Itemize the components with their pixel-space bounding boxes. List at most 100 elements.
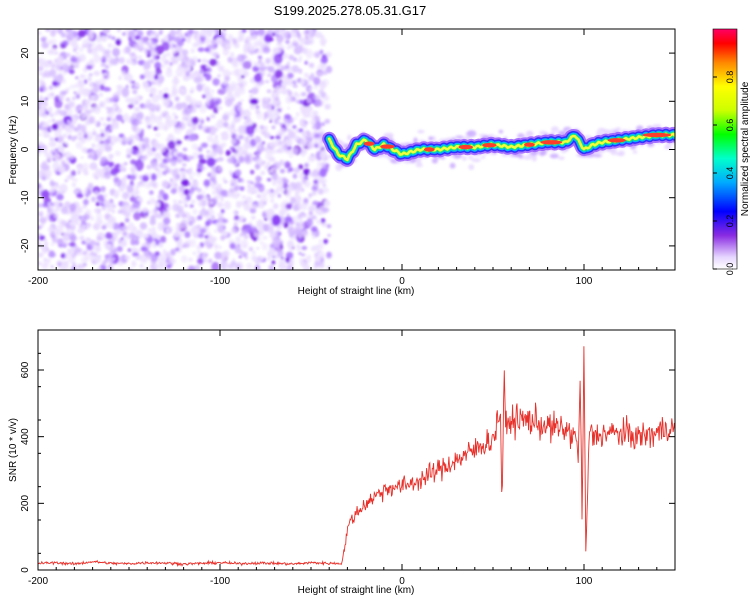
noise-speckle <box>231 133 237 140</box>
noise-speckle <box>251 226 258 234</box>
noise-speckle <box>118 238 123 244</box>
ridge-halo-speckle <box>550 126 559 133</box>
noise-speckle <box>112 104 120 113</box>
noise-speckle <box>143 175 149 180</box>
noise-speckle <box>211 215 215 220</box>
noise-speckle <box>99 117 105 121</box>
noise-speckle <box>186 114 191 118</box>
noise-speckle <box>38 152 42 157</box>
noise-speckle <box>172 50 177 54</box>
noise-speckle <box>303 264 311 270</box>
noise-speckle <box>71 265 76 270</box>
noise-speckle <box>83 79 88 85</box>
noise-speckle <box>77 107 82 112</box>
noise-speckle <box>221 135 226 141</box>
noise-speckle <box>298 172 305 180</box>
noise-speckle <box>222 177 226 182</box>
noise-speckle <box>162 93 169 99</box>
noise-speckle <box>248 29 255 33</box>
noise-speckle <box>277 265 282 268</box>
noise-speckle <box>252 258 256 262</box>
noise-speckle <box>130 60 135 65</box>
noise-speckle <box>211 236 218 242</box>
noise-speckle <box>289 43 294 49</box>
noise-speckle <box>129 195 136 202</box>
noise-speckle <box>136 120 140 125</box>
noise-speckle <box>292 84 298 88</box>
noise-speckle <box>221 32 227 37</box>
noise-speckle <box>51 124 59 131</box>
noise-speckle <box>93 54 101 63</box>
noise-speckle <box>202 125 209 133</box>
colorbar-ticks: 0.0 0.2 0.4 0.6 0.8 <box>713 71 735 275</box>
noise-speckle <box>78 190 82 194</box>
noise-speckle <box>250 215 256 220</box>
noise-speckle <box>61 78 67 84</box>
noise-speckle <box>279 160 283 165</box>
noise-speckle <box>244 136 250 143</box>
noise-speckle <box>80 156 84 159</box>
noise-speckle <box>307 98 311 104</box>
noise-speckle <box>182 147 188 152</box>
noise-speckle <box>44 97 49 101</box>
noise-speckle <box>38 71 43 76</box>
noise-speckle <box>166 264 172 269</box>
noise-speckle <box>100 156 108 164</box>
noise-speckle <box>151 226 156 231</box>
noise-speckle <box>222 232 229 237</box>
noise-speckle <box>139 136 144 142</box>
noise-speckle <box>93 107 101 115</box>
noise-speckle <box>88 116 95 124</box>
noise-speckle <box>155 33 160 39</box>
noise-speckle <box>62 63 69 70</box>
noise-speckle <box>292 216 300 223</box>
noise-speckle <box>44 86 49 92</box>
noise-speckle <box>213 52 219 57</box>
noise-speckle <box>315 52 320 59</box>
noise-speckle <box>102 50 110 59</box>
noise-speckle <box>39 169 47 177</box>
noise-speckle <box>298 55 303 59</box>
noise-speckle <box>196 249 202 254</box>
noise-speckle <box>185 61 192 67</box>
noise-speckle <box>38 133 42 136</box>
noise-speckle <box>66 119 71 124</box>
noise-speckle <box>285 95 292 104</box>
noise-speckle <box>292 39 297 43</box>
noise-speckle <box>230 227 237 235</box>
noise-speckle <box>131 124 138 132</box>
noise-speckle <box>102 122 107 127</box>
noise-speckle <box>70 234 77 243</box>
noise-speckle <box>122 32 126 36</box>
noise-speckle <box>149 218 156 226</box>
noise-speckle <box>199 69 204 74</box>
noise-speckle <box>74 190 78 194</box>
noise-speckle <box>63 90 69 94</box>
noise-speckle <box>299 78 306 86</box>
noise-speckle <box>70 39 78 47</box>
noise-speckle <box>164 52 172 57</box>
noise-speckle <box>302 48 308 54</box>
noise-speckle <box>304 61 308 65</box>
noise-speckle <box>125 73 133 82</box>
noise-speckle <box>43 146 49 153</box>
noise-speckle <box>118 56 125 65</box>
noise-speckle <box>179 54 185 60</box>
noise-speckle <box>299 258 305 264</box>
noise-speckle <box>151 94 160 104</box>
noise-speckle <box>287 226 295 235</box>
noise-speckle <box>217 74 221 78</box>
noise-speckle <box>297 138 301 143</box>
noise-speckle <box>253 73 262 83</box>
noise-speckle <box>239 152 244 157</box>
noise-speckle <box>43 133 51 138</box>
noise-speckle <box>282 183 289 190</box>
noise-speckle <box>170 248 176 256</box>
noise-speckle <box>275 47 282 54</box>
noise-speckle <box>76 164 83 172</box>
noise-speckle <box>259 241 264 245</box>
spectrogram-x-tick-label: 100 <box>576 276 593 287</box>
noise-speckle <box>325 157 329 162</box>
noise-speckle <box>150 254 158 262</box>
noise-speckle <box>294 225 302 234</box>
